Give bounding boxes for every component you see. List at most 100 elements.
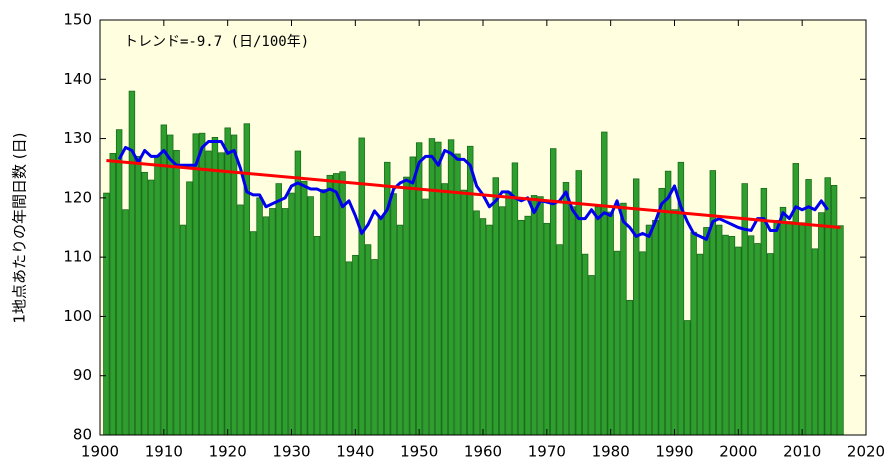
bar — [467, 145, 474, 436]
bar — [154, 155, 161, 436]
x-tick-label: 2000 — [719, 443, 757, 461]
y-tick-label: 150 — [63, 11, 92, 29]
bar — [779, 206, 787, 436]
y-tick-label: 100 — [63, 307, 92, 325]
x-tick-label: 2020 — [847, 443, 885, 461]
y-tick-label: 130 — [63, 129, 92, 147]
bar — [569, 206, 576, 436]
bar — [262, 216, 270, 436]
bar — [147, 179, 155, 436]
bar — [230, 134, 238, 436]
bar — [339, 171, 346, 436]
bar — [818, 212, 825, 436]
bar — [830, 185, 838, 436]
bar — [671, 209, 678, 436]
bar — [792, 163, 799, 436]
bar — [141, 171, 148, 436]
bar — [786, 221, 793, 436]
bar — [550, 148, 557, 436]
bar — [613, 250, 621, 436]
bar — [652, 219, 659, 436]
bar — [422, 198, 429, 436]
bar — [511, 162, 519, 436]
bar — [773, 219, 780, 436]
bar — [639, 251, 646, 436]
bar — [805, 179, 812, 436]
bar — [301, 180, 308, 436]
bar — [205, 150, 212, 436]
bar — [747, 235, 755, 436]
bar — [441, 183, 448, 436]
bar — [307, 196, 314, 436]
bar — [530, 195, 538, 436]
bar — [479, 218, 487, 436]
bar — [460, 189, 468, 436]
bar — [179, 224, 187, 436]
bar — [352, 254, 359, 436]
bar — [741, 183, 748, 436]
bar — [696, 253, 704, 436]
bar — [607, 211, 614, 436]
trend-line — [106, 159, 841, 229]
bar — [798, 222, 806, 436]
bar — [588, 275, 595, 436]
bar — [224, 127, 231, 436]
bar — [837, 225, 844, 436]
x-tick-label: 1910 — [145, 443, 183, 461]
bar — [505, 191, 512, 436]
y-tick-label: 80 — [73, 426, 92, 444]
x-tick-label: 1980 — [592, 443, 630, 461]
bar — [403, 176, 410, 436]
bar — [645, 224, 653, 436]
bar — [377, 215, 385, 436]
bar — [237, 204, 244, 436]
bar — [281, 208, 289, 436]
bar — [409, 156, 416, 436]
bar — [626, 300, 634, 436]
y-axis-label: 1地点あたりの年間日数 (日) — [11, 132, 29, 323]
bar — [684, 320, 691, 436]
x-tick-label: 1950 — [400, 443, 438, 461]
bar — [218, 152, 225, 436]
bar — [454, 153, 461, 436]
bar — [396, 224, 404, 436]
x-tick-label: 1920 — [209, 443, 247, 461]
bar — [103, 192, 110, 436]
bar — [581, 253, 589, 436]
bar — [371, 259, 378, 436]
bar — [620, 202, 627, 436]
y-tick-label: 90 — [73, 366, 92, 384]
bar — [728, 235, 736, 436]
bar — [735, 246, 742, 436]
bar — [256, 197, 263, 436]
bar — [518, 219, 525, 436]
bar — [632, 178, 640, 436]
bar — [543, 222, 551, 436]
bar — [594, 206, 602, 436]
bar — [575, 170, 582, 436]
bar — [722, 234, 729, 436]
x-tick-label: 1960 — [464, 443, 502, 461]
bar — [313, 235, 321, 436]
bar — [128, 90, 136, 436]
bar — [703, 227, 710, 436]
bar — [537, 196, 544, 436]
bar — [824, 177, 831, 436]
bar — [243, 123, 251, 436]
bar — [135, 155, 142, 436]
x-tick-label: 1970 — [528, 443, 566, 461]
bar — [122, 209, 129, 436]
bar — [562, 182, 570, 436]
bar — [486, 224, 493, 436]
bar — [192, 133, 199, 436]
bar — [332, 173, 340, 436]
bar — [320, 189, 327, 436]
bar — [767, 253, 774, 436]
x-tick-label: 1930 — [272, 443, 310, 461]
bar — [415, 142, 423, 436]
bar — [345, 261, 353, 436]
bar — [160, 124, 168, 436]
bar — [269, 208, 276, 436]
